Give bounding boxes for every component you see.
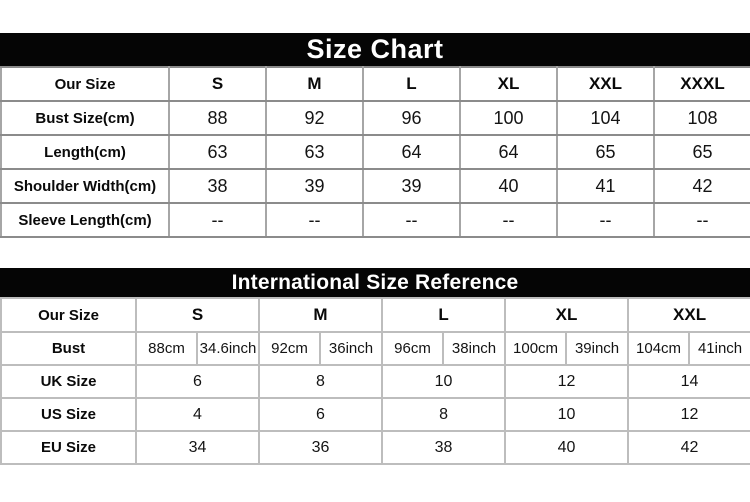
bust-cm-cell: 92cm xyxy=(258,331,321,366)
international-size-title: International Size Reference xyxy=(231,270,519,294)
size-value-cell: 96 xyxy=(362,100,461,136)
col-header-xxxl: XXXL xyxy=(653,66,750,102)
top-spacer xyxy=(0,0,750,33)
size-value-cell: 108 xyxy=(653,100,750,136)
size-value-cell: -- xyxy=(168,202,267,238)
row-bust: Bust 88cm 34.6inch 92cm 36inch 96cm 38in… xyxy=(0,331,750,366)
col-header-l: L xyxy=(381,297,507,333)
bottom-spacer xyxy=(0,465,750,502)
row-length: Length(cm) 63 63 64 64 65 65 xyxy=(0,134,750,170)
international-size-table: Our Size S M L XL XXL Bust 88cm 34.6inch… xyxy=(0,297,750,465)
col-header-xl: XL xyxy=(459,66,558,102)
size-value-cell: 12 xyxy=(504,364,630,399)
size-value-cell: 64 xyxy=(362,134,461,170)
bust-cm-cell: 100cm xyxy=(504,331,568,366)
bust-cm-cell: 88cm xyxy=(135,331,198,366)
bust-inch-cell: 41inch xyxy=(688,331,750,366)
col-header-xxl: XXL xyxy=(556,66,655,102)
col-header-m: M xyxy=(257,297,384,333)
size-value-cell: 4 xyxy=(135,397,260,432)
row-label: Shoulder Width(cm) xyxy=(0,168,170,204)
size-value-cell: 64 xyxy=(459,134,558,170)
col-header-s: S xyxy=(135,297,260,333)
row-uk-size: UK Size 6 8 10 12 14 xyxy=(0,364,750,399)
size-value-cell: 63 xyxy=(265,134,364,170)
international-header-row: Our Size S M L XL XXL xyxy=(0,297,750,333)
row-us-size: US Size 4 6 8 10 12 xyxy=(0,397,750,432)
bust-cm-cell: 96cm xyxy=(381,331,445,366)
size-value-cell: -- xyxy=(362,202,461,238)
col-header-l: L xyxy=(362,66,461,102)
size-value-cell: 6 xyxy=(135,364,260,399)
col-header-s: S xyxy=(168,66,267,102)
row-label: Sleeve Length(cm) xyxy=(0,202,170,238)
size-value-cell: 38 xyxy=(381,430,507,465)
size-chart-header-row: Our Size S M L XL XXL XXXL xyxy=(0,66,750,102)
size-value-cell: 41 xyxy=(556,168,655,204)
size-value-cell: 6 xyxy=(257,397,384,432)
size-value-cell: -- xyxy=(265,202,364,238)
size-value-cell: 36 xyxy=(257,430,384,465)
size-value-cell: -- xyxy=(653,202,750,238)
size-value-cell: 8 xyxy=(257,364,384,399)
size-value-cell: 65 xyxy=(653,134,750,170)
row-label: Bust Size(cm) xyxy=(0,100,170,136)
size-value-cell: 42 xyxy=(627,430,750,465)
bust-inch-cell: 34.6inch xyxy=(196,331,260,366)
size-value-cell: 8 xyxy=(381,397,507,432)
size-value-cell: 104 xyxy=(556,100,655,136)
row-label: Bust xyxy=(0,331,137,366)
size-value-cell: 34 xyxy=(135,430,260,465)
size-chart-table: Our Size S M L XL XXL XXXL Bust Size(cm)… xyxy=(0,66,750,238)
size-value-cell: 92 xyxy=(265,100,364,136)
size-value-cell: 10 xyxy=(381,364,507,399)
size-chart-title-bar: Size Chart xyxy=(0,33,750,66)
size-chart-title: Size Chart xyxy=(306,34,444,64)
row-bust-size: Bust Size(cm) 88 92 96 100 104 108 xyxy=(0,100,750,136)
size-value-cell: 100 xyxy=(459,100,558,136)
size-value-cell: 88 xyxy=(168,100,267,136)
bust-inch-cell: 39inch xyxy=(565,331,630,366)
size-value-cell: 40 xyxy=(504,430,630,465)
row-shoulder-width: Shoulder Width(cm) 38 39 39 40 41 42 xyxy=(0,168,750,204)
row-label: Length(cm) xyxy=(0,134,170,170)
col-header-xxl: XXL xyxy=(627,297,750,333)
col-header-xl: XL xyxy=(504,297,630,333)
row-label: UK Size xyxy=(0,364,137,399)
tables-gap xyxy=(0,238,750,268)
bust-inch-cell: 38inch xyxy=(442,331,507,366)
row-label: US Size xyxy=(0,397,137,432)
size-value-cell: 42 xyxy=(653,168,750,204)
international-size-title-bar: International Size Reference xyxy=(0,268,750,297)
size-value-cell: 65 xyxy=(556,134,655,170)
size-value-cell: -- xyxy=(459,202,558,238)
col-header-m: M xyxy=(265,66,364,102)
bust-cm-cell: 104cm xyxy=(627,331,691,366)
size-value-cell: 38 xyxy=(168,168,267,204)
size-value-cell: 40 xyxy=(459,168,558,204)
size-value-cell: 39 xyxy=(265,168,364,204)
size-value-cell: -- xyxy=(556,202,655,238)
row-label: EU Size xyxy=(0,430,137,465)
row-sleeve-length: Sleeve Length(cm) -- -- -- -- -- -- xyxy=(0,202,750,238)
row-eu-size: EU Size 34 36 38 40 42 xyxy=(0,430,750,465)
size-value-cell: 14 xyxy=(627,364,750,399)
bust-inch-cell: 36inch xyxy=(318,331,384,366)
size-value-cell: 10 xyxy=(504,397,630,432)
size-value-cell: 39 xyxy=(362,168,461,204)
size-value-cell: 63 xyxy=(168,134,267,170)
col-header-our-size: Our Size xyxy=(0,66,170,102)
col-header-our-size: Our Size xyxy=(0,297,137,333)
size-value-cell: 12 xyxy=(627,397,750,432)
